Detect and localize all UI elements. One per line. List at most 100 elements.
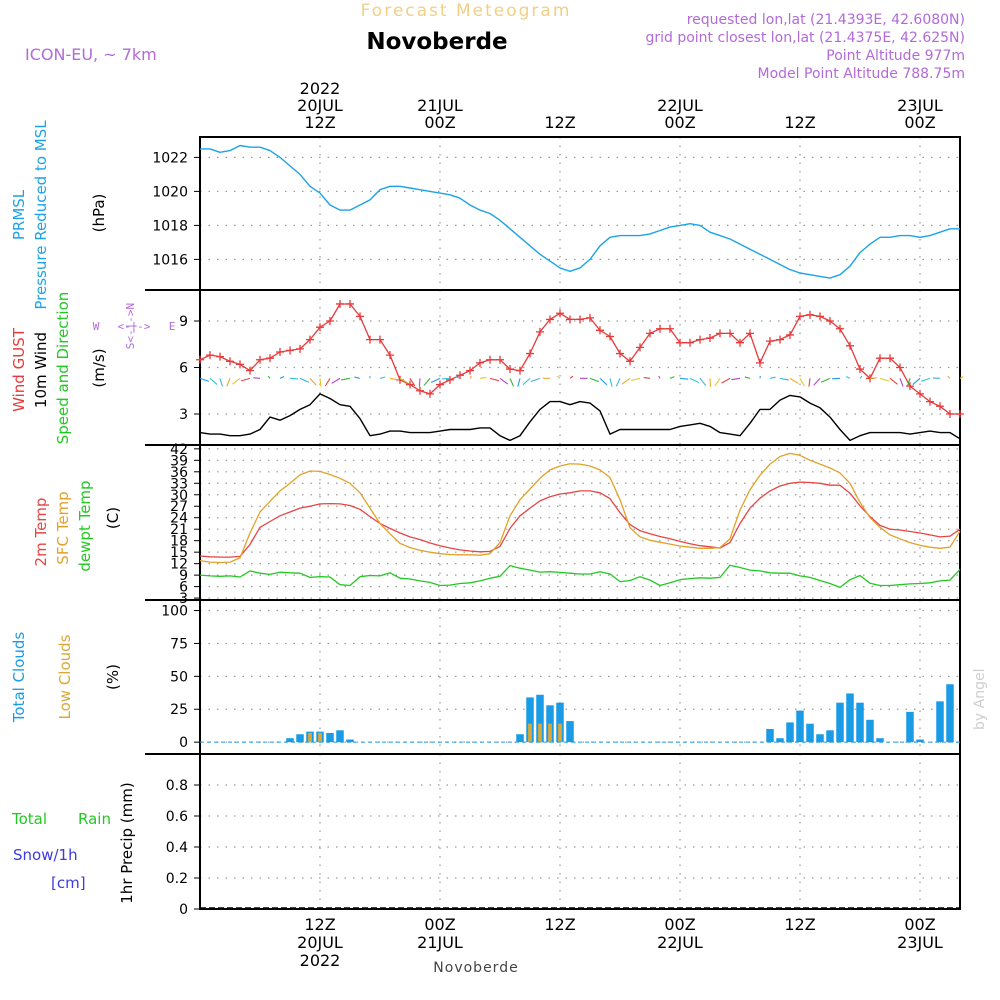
wind-direction-arrow <box>289 377 299 380</box>
y-tick-label: 1020 <box>152 184 188 200</box>
gust-marker <box>676 338 684 347</box>
total-cloud-bar <box>546 705 554 743</box>
wind-direction-arrow <box>331 377 341 384</box>
wind-direction-arrow <box>669 376 675 379</box>
low-cloud-bar <box>308 732 312 743</box>
gust-marker <box>946 410 954 418</box>
gust-marker <box>896 363 904 372</box>
wind-direction-arrow <box>354 376 361 379</box>
wind-direction-arrow <box>499 377 509 385</box>
time-label-top: 2022 <box>300 79 341 98</box>
gust-marker <box>286 346 294 355</box>
y-tick-label: 30 <box>170 488 188 504</box>
gust-marker <box>566 315 574 324</box>
time-label-bottom: 21JUL <box>417 933 463 952</box>
gust-marker <box>636 343 644 352</box>
wind-direction-arrow <box>199 377 210 382</box>
pressure-unit: (hPa) <box>90 194 108 233</box>
gust-marker <box>836 324 844 333</box>
gust-marker <box>826 317 834 325</box>
wind-direction-arrow <box>509 378 515 387</box>
wind-gust-label: Wind GUST <box>10 327 28 412</box>
total-cloud-bar <box>796 710 804 743</box>
time-label-top: 00Z <box>664 113 695 132</box>
total-cloud-bar <box>566 721 574 743</box>
y-tick-label: 3 <box>179 407 188 423</box>
wind-direction-arrow <box>441 377 451 380</box>
y-tick-label: 24 <box>170 511 188 527</box>
precip-unit: 1hr Precip (mm) <box>118 782 136 903</box>
gust-marker <box>366 335 374 344</box>
gust-marker <box>626 357 634 366</box>
wind-10m-label: 10m Wind <box>32 332 50 408</box>
gust-marker <box>596 326 604 335</box>
low-cloud-bar <box>538 723 542 743</box>
compass-e: E <box>169 320 176 333</box>
wind-direction-arrow <box>609 378 613 387</box>
wind-direction-arrow <box>621 377 631 385</box>
y-tick-label: 75 <box>170 636 188 652</box>
gust-marker <box>196 355 204 364</box>
gust-marker <box>486 355 494 364</box>
wind-direction-arrow <box>820 377 831 383</box>
time-label-top: 22JUL <box>657 96 703 115</box>
gust-marker <box>546 315 554 324</box>
time-label-bottom: 20JUL <box>297 933 343 952</box>
wind-direction-arrow <box>744 376 751 379</box>
wind-direction-arrow <box>219 378 224 387</box>
y-tick-label: 6 <box>179 361 188 377</box>
wind-direction-arrow <box>689 377 700 384</box>
gust-marker <box>926 397 934 406</box>
gust-marker <box>916 389 924 398</box>
wind-direction-arrow <box>845 375 851 379</box>
wind-direction-arrow <box>813 377 821 386</box>
gust-marker <box>336 299 344 308</box>
y-tick-label: 6 <box>179 580 188 596</box>
total-cloud-bar <box>326 732 334 743</box>
total-cloud-bar <box>526 697 534 743</box>
total-rain-label-total: Total <box>11 810 47 828</box>
wind-direction-arrow <box>418 378 421 387</box>
time-label-bottom: 2022 <box>300 951 341 970</box>
gust-marker <box>796 312 804 321</box>
gust-marker <box>276 348 284 356</box>
time-label-top: 12Z <box>304 113 335 132</box>
wind-direction-arrow <box>469 375 472 379</box>
gust-marker <box>236 360 244 369</box>
y-tick-label: 0.8 <box>166 778 188 794</box>
gust-marker <box>386 351 394 360</box>
clouds-unit: (%) <box>104 664 122 690</box>
temp-line-0 <box>199 481 961 558</box>
y-tick-label: 39 <box>170 453 188 469</box>
total-cloud-bar <box>776 738 784 743</box>
total-cloud-bar <box>336 730 344 743</box>
wind-direction-arrow <box>630 377 641 382</box>
wind-direction-arrow <box>379 376 386 379</box>
total-cloud-bar <box>916 739 924 743</box>
wind-direction-arrow <box>319 378 322 387</box>
gust-marker <box>746 329 754 338</box>
gust-marker <box>876 354 884 363</box>
low-clouds-label: Low Clouds <box>56 634 74 719</box>
gust-marker <box>656 324 664 333</box>
gust-marker <box>326 317 334 325</box>
panel-frame-precip <box>199 753 961 910</box>
wind-direction-arrow <box>879 377 890 382</box>
total-cloud-bar <box>766 728 774 743</box>
time-label-top: 23JUL <box>897 96 943 115</box>
gust-marker <box>436 380 444 389</box>
low-cloud-bar <box>558 723 562 743</box>
low-cloud-bar <box>548 723 552 743</box>
total-cloud-bar <box>946 684 954 743</box>
gust-marker <box>476 358 484 367</box>
time-label-top: 12Z <box>544 113 575 132</box>
time-label-top: 00Z <box>424 113 455 132</box>
gust-marker <box>426 389 434 398</box>
time-label-bottom: 12Z <box>784 915 815 934</box>
wind-direction-arrow <box>699 378 707 386</box>
total-cloud-bar <box>816 734 824 743</box>
gust-marker <box>306 335 314 344</box>
gust-marker <box>736 338 744 347</box>
gust-marker <box>536 327 544 336</box>
